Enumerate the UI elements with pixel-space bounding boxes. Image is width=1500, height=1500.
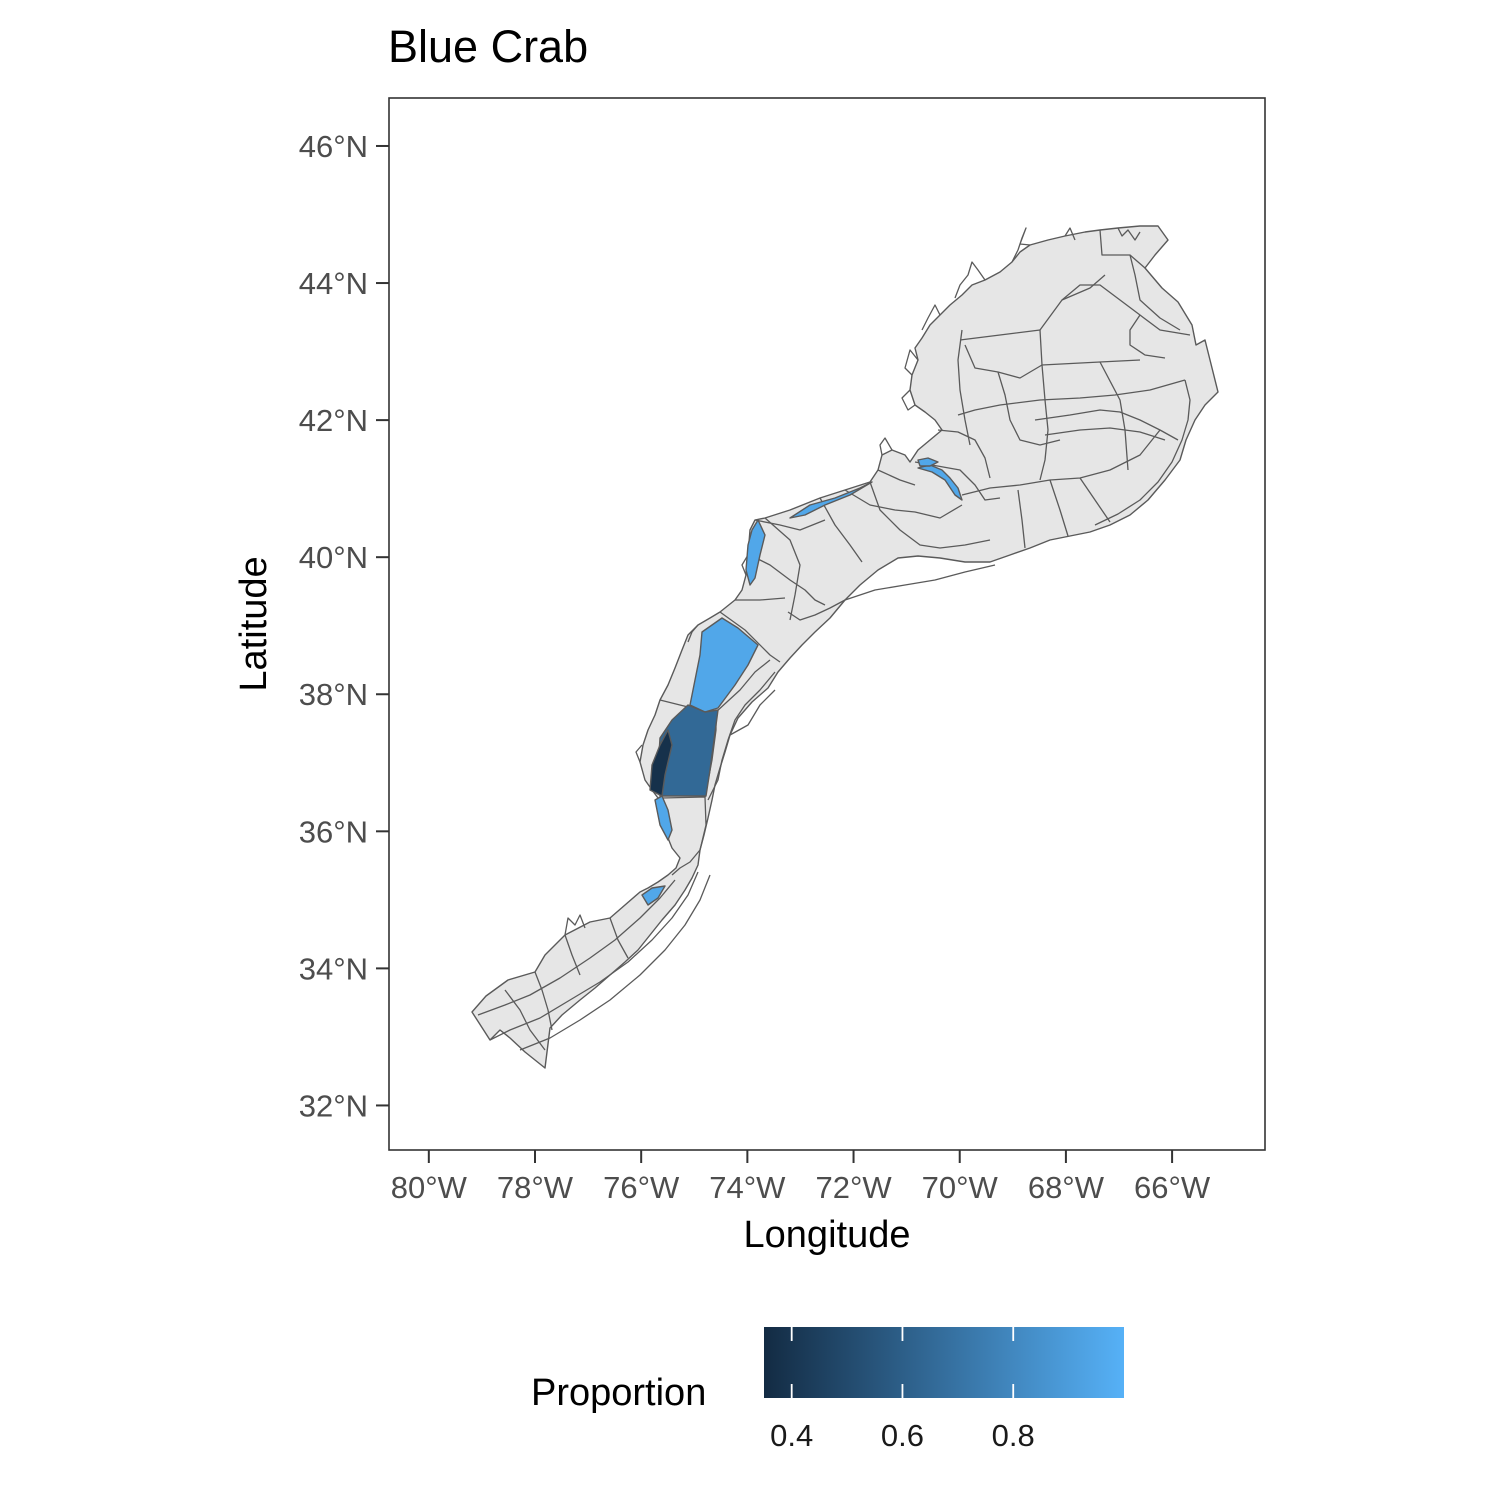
stratum-boundary	[1099, 229, 1146, 269]
stratum-boundary	[1039, 364, 1049, 481]
coastline-detail	[635, 744, 643, 763]
stratum-boundary	[844, 564, 996, 601]
y-tick-label: 44°N	[299, 266, 368, 301]
stratum-boundary	[671, 849, 701, 876]
stratum-boundary	[519, 874, 711, 1051]
stratum-boundary	[1079, 477, 1111, 523]
coastline-detail	[687, 624, 699, 643]
coastline-detail	[901, 389, 916, 411]
stratum-boundary	[914, 461, 1001, 501]
coastline-detail	[904, 349, 919, 376]
x-axis: 80°W 78°W 76°W 74°W 72°W 70°W 68°W 66°W	[391, 1150, 1211, 1205]
stratum-boundary	[707, 671, 776, 801]
stratum-boundary	[1094, 379, 1191, 526]
stratum-boundary	[729, 689, 776, 736]
stratum-boundary	[1129, 254, 1181, 331]
stratum-boundary	[1017, 489, 1026, 549]
stratum-boundary	[869, 481, 991, 549]
coastline-detail	[879, 437, 893, 456]
coastline-detail	[921, 304, 941, 331]
stratum-boundary	[564, 934, 581, 976]
x-tick-label: 74°W	[709, 1170, 786, 1205]
x-tick-label: 70°W	[922, 1170, 999, 1205]
panel-border	[388, 97, 1266, 1151]
stratum-boundary	[1039, 274, 1106, 331]
region-long-island-coastal	[789, 481, 873, 519]
stratum-boundary	[1049, 479, 1069, 537]
x-axis-title: Longitude	[744, 1214, 911, 1256]
stratum-boundary	[754, 519, 826, 531]
y-tick-label: 32°N	[299, 1088, 368, 1123]
stratum-boundary	[957, 379, 1186, 416]
stratum-boundary	[959, 329, 1141, 366]
stratum-boundary	[489, 871, 699, 1041]
colorbar-tick-label: 0.6	[881, 1418, 924, 1453]
coastline-detail	[1117, 227, 1141, 241]
region-virginia-inner-strip	[649, 729, 673, 797]
stratum-boundary	[1129, 314, 1166, 359]
coastline-detail	[564, 914, 586, 936]
map-layer	[471, 225, 1219, 1069]
colorbar-tick-label: 0.8	[992, 1418, 1035, 1453]
stratum-boundary	[997, 371, 1061, 446]
stratum-boundary	[719, 611, 781, 663]
chart-title: Blue Crab	[388, 21, 588, 72]
x-tick-label: 76°W	[603, 1170, 680, 1205]
stratum-boundary	[957, 329, 971, 446]
region-outer-chesapeake-shelf	[689, 617, 759, 713]
y-axis: 46°N 44°N 42°N 40°N 38°N 36°N 34°N 32°N	[299, 129, 389, 1123]
region-north-carolina-coastal	[654, 795, 673, 841]
stratum-boundary	[764, 517, 801, 621]
y-tick-label: 34°N	[299, 951, 368, 986]
y-tick-label: 46°N	[299, 129, 368, 164]
region-pamlico-coastal	[641, 885, 666, 906]
shelf-region-unfilled	[471, 225, 1219, 1069]
legend: Proportion 0.4 0.6 0.8	[531, 1327, 1124, 1453]
stratum-boundary	[504, 989, 546, 1051]
stratum-boundary	[534, 971, 553, 1031]
stratum-boundary	[961, 429, 1161, 496]
stratum-boundary	[735, 597, 786, 601]
y-tick-label: 40°N	[299, 540, 368, 575]
stratum-boundary	[661, 796, 707, 851]
coastline-detail	[741, 554, 749, 576]
coastline-detail	[1064, 227, 1076, 241]
stratum-boundary	[1061, 284, 1191, 336]
x-tick-label: 78°W	[497, 1170, 574, 1205]
legend-title: Proportion	[531, 1372, 706, 1414]
stratum-boundary	[819, 497, 863, 563]
colorbar-tick-label: 0.4	[770, 1418, 813, 1453]
stratum-boundary	[749, 554, 826, 606]
x-tick-label: 66°W	[1134, 1170, 1211, 1205]
y-tick-label: 42°N	[299, 403, 368, 438]
stratum-boundary	[844, 489, 963, 519]
y-tick-label: 36°N	[299, 814, 368, 849]
region-nantucket-sound	[917, 464, 963, 501]
stratum-boundary	[1044, 427, 1166, 441]
region-cape-cod-bay-south	[917, 457, 939, 467]
stratum-boundary	[1099, 361, 1129, 471]
coastline-detail	[954, 261, 986, 299]
stratum-boundary	[609, 917, 629, 959]
y-axis-title: Latitude	[233, 556, 275, 691]
colorbar	[764, 1327, 1124, 1398]
stratum-boundary	[937, 429, 991, 479]
stratum-boundary	[877, 469, 916, 486]
x-tick-label: 80°W	[391, 1170, 468, 1205]
y-tick-label: 38°N	[299, 677, 368, 712]
region-new-jersey-coastal	[745, 519, 766, 586]
stratum-boundary	[1034, 409, 1179, 441]
x-tick-label: 72°W	[815, 1170, 892, 1205]
legend-ticks: 0.4 0.6 0.8	[770, 1327, 1035, 1453]
coastline-detail	[1011, 227, 1031, 263]
stratum-boundary	[787, 599, 846, 621]
x-tick-label: 68°W	[1028, 1170, 1105, 1205]
